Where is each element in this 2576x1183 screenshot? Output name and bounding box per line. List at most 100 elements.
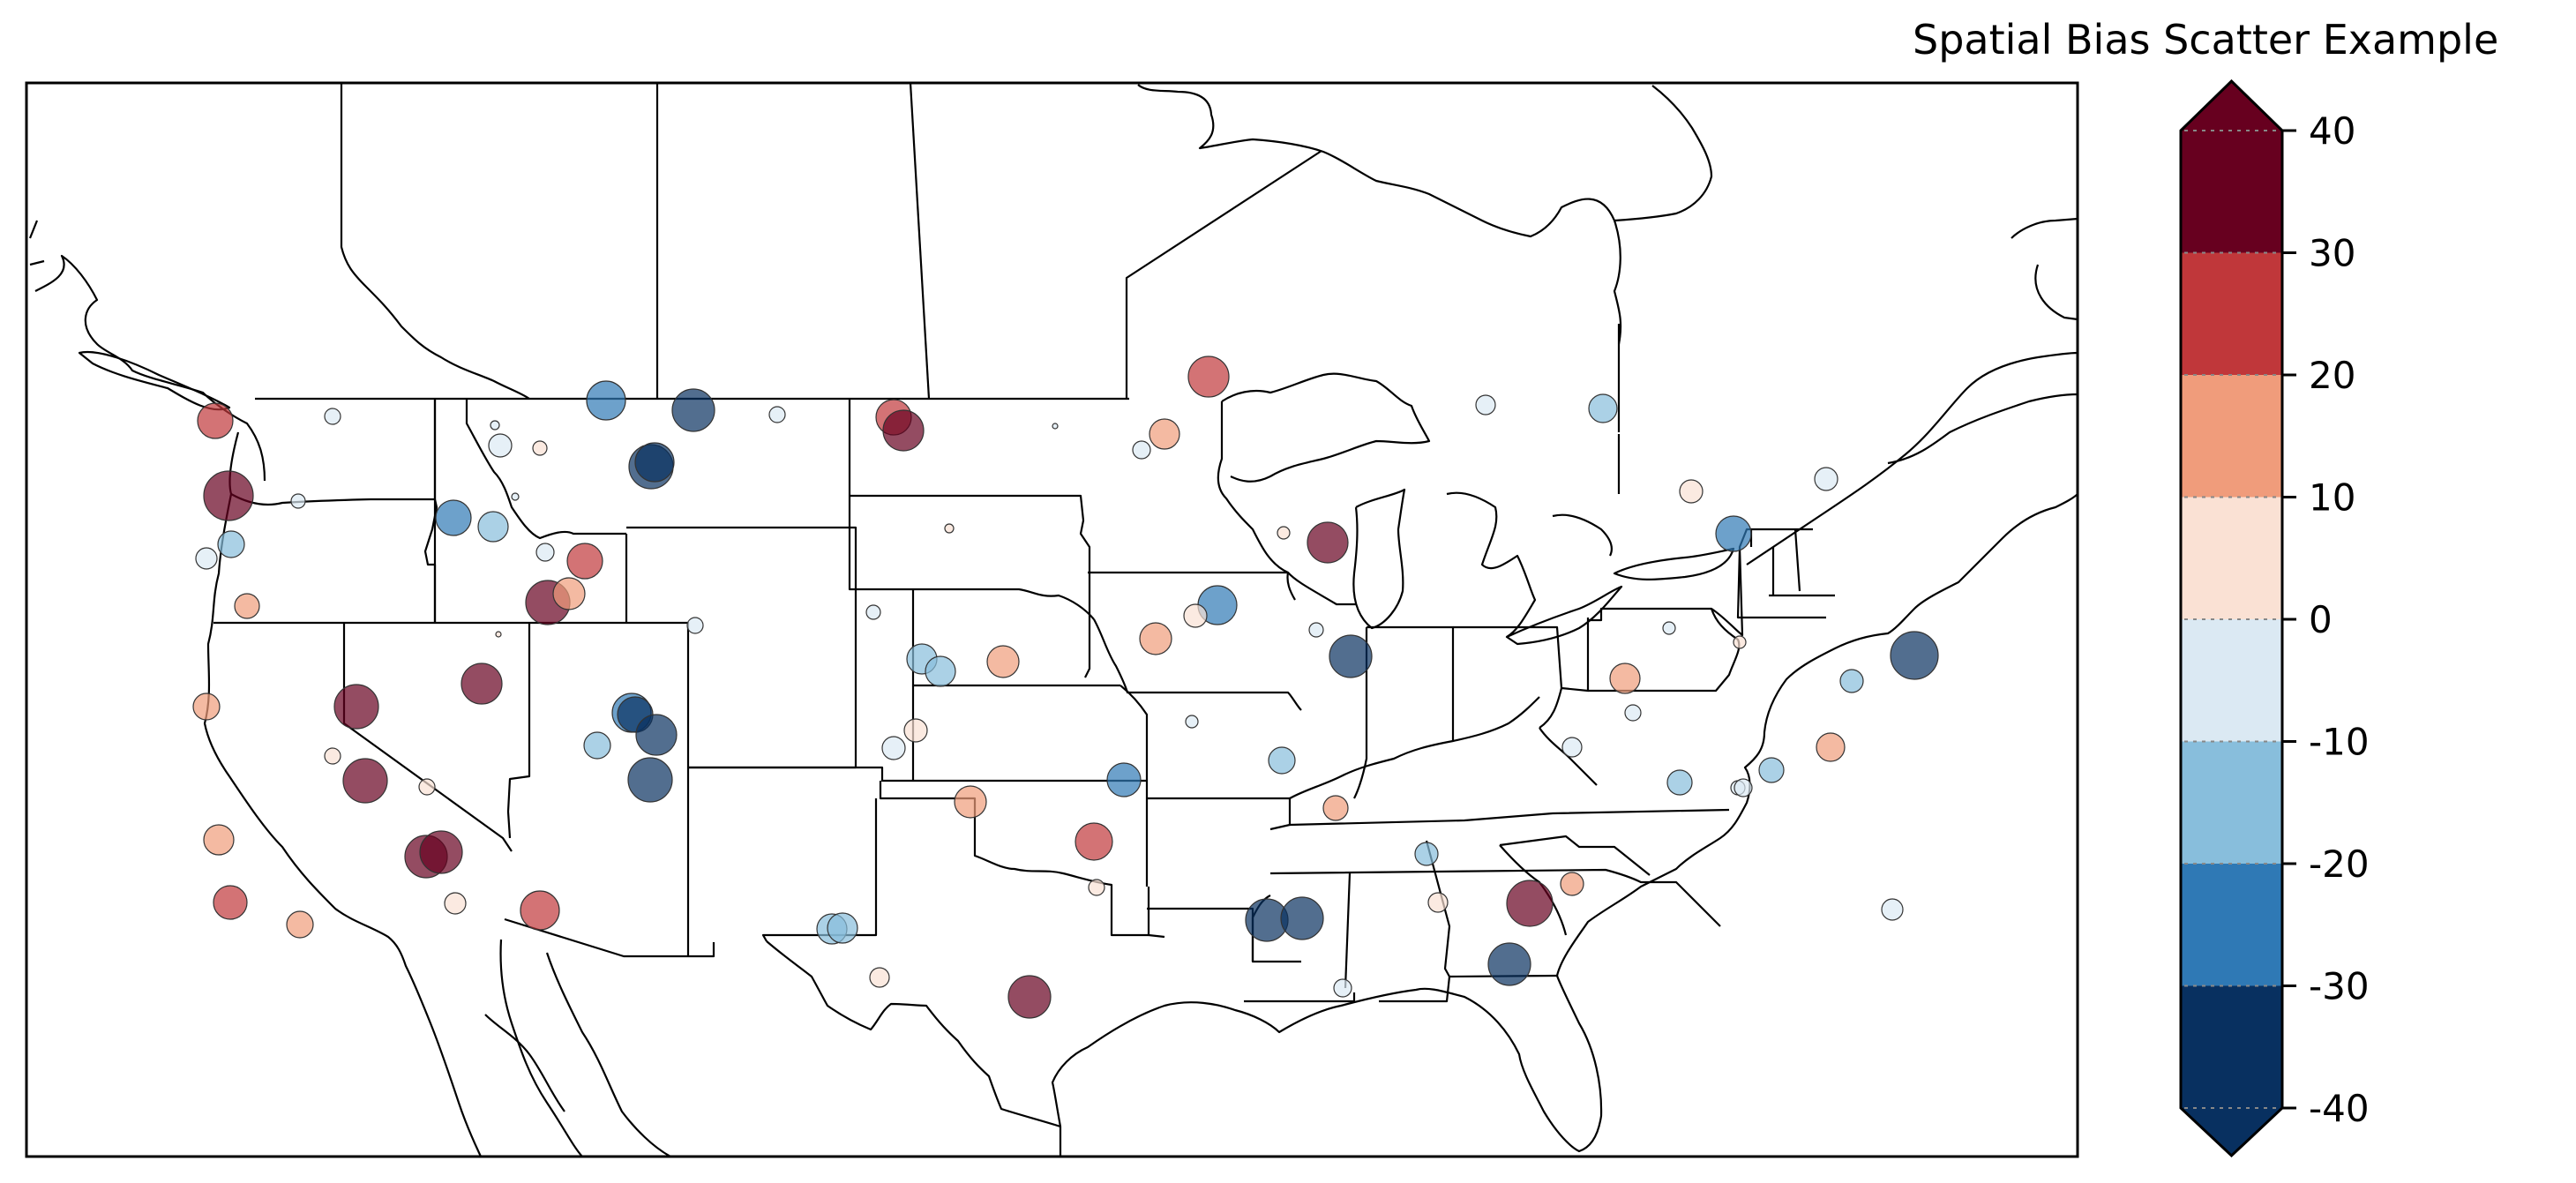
- colorbar-bin: [2181, 375, 2282, 498]
- station-marker: [1588, 393, 1618, 423]
- station-marker: [634, 442, 675, 483]
- station-marker: [1329, 634, 1373, 678]
- station-marker: [686, 617, 704, 634]
- lake-huron-michigan-lp: [1446, 491, 1537, 638]
- station-marker: [1506, 880, 1554, 927]
- map-area: [28, 83, 2078, 1157]
- colorbar-bin: [2181, 252, 2282, 376]
- station-marker: [1609, 663, 1641, 694]
- station-marker: [1758, 757, 1785, 783]
- station-marker: [1277, 526, 1291, 540]
- station-marker: [1733, 635, 1747, 649]
- station-marker: [1183, 603, 1208, 628]
- station-marker: [1322, 795, 1349, 821]
- colorbar-tick-label: 20: [2309, 354, 2355, 397]
- station-marker: [586, 380, 626, 421]
- colorbar-bin: [2181, 619, 2282, 742]
- station-marker: [1890, 631, 1939, 680]
- station-marker: [1881, 898, 1904, 921]
- colorbar-tick-label: 0: [2309, 598, 2333, 641]
- station-marker: [1816, 732, 1846, 762]
- station-marker: [490, 420, 500, 431]
- colorbar-tick-label: -20: [2309, 842, 2370, 886]
- station-marker: [1088, 879, 1105, 896]
- station-marker: [532, 440, 548, 456]
- station-marker: [635, 714, 678, 756]
- station-marker: [552, 577, 586, 610]
- colorbar-tick-label: 30: [2309, 232, 2355, 275]
- station-marker: [882, 409, 925, 452]
- station-marker: [197, 402, 234, 439]
- station-marker: [827, 912, 858, 944]
- georgian-bay: [1552, 513, 1614, 557]
- station-marker: [444, 892, 467, 915]
- station-marker: [1666, 769, 1693, 796]
- station-marker: [1839, 669, 1864, 693]
- station-marker: [286, 910, 314, 939]
- station-marker: [1308, 622, 1324, 638]
- station-marker: [234, 593, 260, 619]
- station-marker: [881, 736, 906, 760]
- station-marker: [333, 684, 379, 730]
- lake-michigan: [1352, 488, 1406, 630]
- station-marker: [520, 890, 560, 931]
- station-marker: [1715, 515, 1752, 552]
- station-marker: [192, 693, 221, 721]
- station-marker: [1814, 467, 1838, 491]
- station-marker: [461, 663, 503, 705]
- colorbar-extend-max: [2181, 81, 2282, 131]
- colorbar: 40 30 20 10 0 -10 -20 -30 -40: [2179, 79, 2370, 1158]
- colorbar-tick-label: -10: [2309, 721, 2370, 764]
- colorbar-bin: [2181, 985, 2282, 1109]
- station-marker: [986, 645, 1020, 678]
- station-marker: [1106, 762, 1142, 797]
- station-marker: [671, 388, 715, 432]
- station-marker: [1734, 778, 1753, 797]
- station-marker: [1333, 978, 1352, 998]
- colorbar-tick-label: -30: [2309, 965, 2370, 1008]
- station-marker: [213, 885, 248, 920]
- colorbar-bin: [2181, 864, 2282, 986]
- station-marker: [203, 824, 235, 856]
- canada-province-borders: [340, 83, 1621, 494]
- lake-superior: [1221, 372, 1431, 483]
- station-marker: [419, 830, 463, 874]
- station-markers: [192, 356, 1939, 1019]
- station-marker: [566, 543, 603, 580]
- station-marker: [1052, 423, 1059, 430]
- station-marker: [195, 547, 218, 570]
- station-marker: [217, 530, 245, 558]
- station-marker: [1187, 356, 1230, 398]
- station-marker: [583, 731, 611, 760]
- colorbar-bin: [2181, 741, 2282, 865]
- station-marker: [1561, 737, 1583, 758]
- station-marker: [954, 785, 987, 819]
- station-marker: [290, 493, 306, 509]
- station-marker: [495, 631, 502, 638]
- station-marker: [511, 492, 520, 501]
- station-marker: [1280, 896, 1324, 940]
- station-marker: [535, 543, 555, 562]
- station-marker: [324, 408, 341, 425]
- colorbar-bin: [2181, 131, 2282, 253]
- station-marker: [768, 406, 786, 423]
- station-marker: [1007, 975, 1052, 1019]
- station-marker: [1268, 746, 1296, 775]
- colorbar-extend-min: [2181, 1108, 2282, 1156]
- station-marker: [324, 747, 341, 765]
- lake-ontario: [1613, 547, 1735, 580]
- map-frame: [25, 81, 2079, 1158]
- station-marker: [925, 655, 956, 687]
- station-marker: [1427, 892, 1449, 913]
- station-marker: [418, 778, 436, 796]
- colorbar-bin: [2181, 497, 2282, 620]
- coastline: [28, 84, 2078, 1157]
- station-marker: [1139, 622, 1172, 655]
- station-marker: [1414, 842, 1439, 866]
- station-marker: [627, 757, 673, 803]
- station-marker: [1307, 521, 1349, 564]
- station-marker: [488, 433, 513, 458]
- station-marker: [1560, 872, 1584, 896]
- colorbar-tick-label: -40: [2309, 1087, 2370, 1130]
- station-marker: [1149, 418, 1180, 450]
